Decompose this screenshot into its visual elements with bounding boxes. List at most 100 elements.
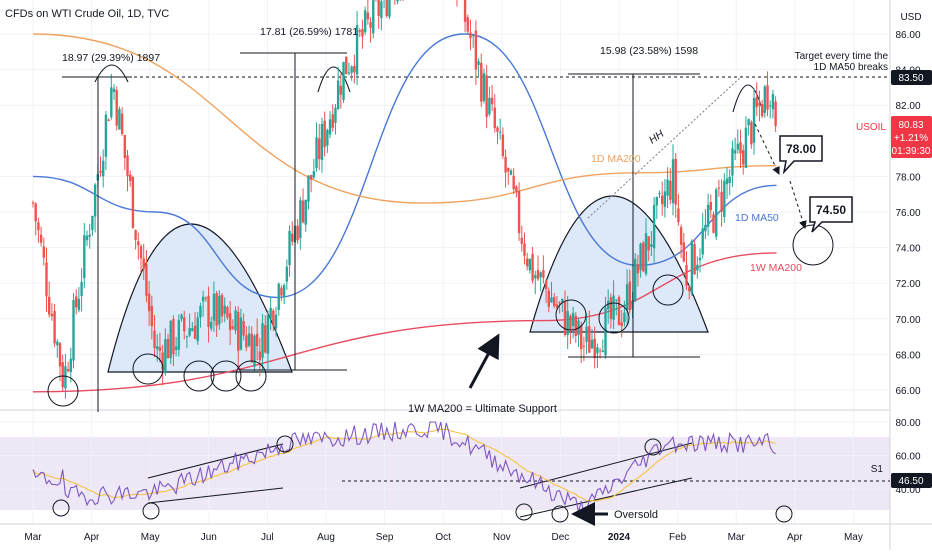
- candle-body: [588, 326, 591, 353]
- peak-arc-2: [317, 66, 351, 93]
- candle-body: [682, 242, 686, 262]
- price-tick: 82.00: [895, 101, 920, 112]
- candle-body: [309, 175, 313, 180]
- candle-body: [528, 258, 532, 271]
- candle-body: [37, 222, 40, 231]
- currency-label[interactable]: USD: [900, 12, 921, 23]
- candle-body: [480, 62, 483, 102]
- candle-body: [196, 317, 199, 342]
- candle-body: [123, 134, 127, 158]
- candle-body: [623, 312, 626, 323]
- time-tick: 2024: [608, 532, 631, 543]
- candle-body: [223, 305, 226, 314]
- ma-line: [32, 252, 777, 393]
- candle-body: [615, 299, 618, 301]
- candle-body: [220, 295, 224, 317]
- candle-body: [566, 311, 569, 335]
- time-tick: Nov: [493, 532, 511, 543]
- candle-body: [228, 313, 232, 331]
- candle-body: [377, 0, 380, 16]
- candle-body: [174, 346, 178, 350]
- candle-body: [498, 131, 502, 133]
- rsi-tick: 40.00: [895, 485, 920, 496]
- candle-body: [604, 307, 607, 356]
- candle-body: [760, 104, 764, 117]
- time-tick: Apr: [787, 532, 803, 543]
- time-axis: Mar Apr May Jun Jul Aug Sep Oct Nov Dec 2024 Feb Mar…: [24, 532, 862, 543]
- candle-body: [77, 298, 81, 311]
- candle-body: [582, 345, 586, 347]
- target-745-text: 74.50: [816, 203, 846, 217]
- time-tick: May: [141, 532, 160, 543]
- candle-body: [744, 127, 748, 168]
- candle-body: [696, 264, 699, 271]
- target-callout-745: 74.50: [809, 196, 853, 233]
- candle-body: [188, 328, 191, 336]
- candle-body: [99, 170, 102, 173]
- candle-body: [215, 293, 218, 326]
- rsi-channel-upper-1: [147, 443, 284, 479]
- candle-body: [331, 114, 334, 128]
- candle-body: [212, 293, 216, 321]
- candle-body: [45, 262, 48, 297]
- rsi-level-tag: 46.50: [891, 473, 932, 488]
- candle-body: [766, 85, 769, 110]
- time-tick: Dec: [552, 532, 570, 543]
- target-note-2: 1D MA50 breaks: [814, 62, 888, 73]
- candle-body: [612, 295, 615, 320]
- candle-body: [177, 319, 181, 350]
- rsi-tick: 60.00: [895, 452, 920, 463]
- oversold-label: Oversold: [614, 509, 658, 521]
- candle-body: [347, 72, 351, 74]
- candle-body: [361, 29, 364, 37]
- candle-body: [504, 157, 507, 173]
- chart-title: CFDs on WTI Crude Oil, 1D, TVC: [5, 8, 169, 20]
- price-change: +1.21%: [894, 133, 928, 144]
- candle-body: [720, 191, 723, 212]
- candle-body: [118, 109, 121, 130]
- candle-body: [358, 30, 361, 32]
- candle-body: [66, 369, 70, 372]
- candle-body: [323, 120, 326, 148]
- candle-body: [590, 339, 594, 349]
- level-tag-text: 83.50: [898, 73, 923, 84]
- candle-body: [598, 350, 602, 352]
- candle-body: [501, 134, 505, 157]
- rsi-channel-lower-2: [519, 477, 693, 518]
- candle-body: [353, 65, 356, 73]
- candle-body: [723, 180, 726, 217]
- rsi-lines: [32, 421, 776, 514]
- candle-body: [712, 214, 715, 233]
- candle-body: [131, 177, 135, 228]
- candle-body: [139, 246, 143, 259]
- candle-body: [204, 297, 208, 299]
- candle-body: [601, 350, 604, 353]
- candle-body: [126, 155, 129, 177]
- candle-body: [463, 0, 467, 22]
- candle-body: [763, 86, 767, 113]
- candle-body: [674, 158, 677, 205]
- candle-body: [369, 21, 372, 28]
- candle-body: [247, 333, 251, 346]
- candle-body: [769, 105, 772, 107]
- candle-body: [642, 242, 645, 272]
- candle-body: [318, 138, 321, 160]
- candle-body: [258, 351, 262, 361]
- candle-body: [596, 347, 599, 354]
- time-tick: Mar: [24, 532, 42, 543]
- rsi-line: [32, 421, 776, 514]
- target-78-text: 78.00: [786, 142, 816, 156]
- time-tick: Jun: [201, 532, 217, 543]
- candle-body: [355, 25, 359, 75]
- measure-label-1: 18.97 (29.39%) 1897: [62, 52, 160, 64]
- candle-body: [652, 204, 656, 249]
- candle-body: [690, 240, 694, 294]
- price-tick: 70.00: [895, 315, 920, 326]
- candle-body: [550, 297, 553, 303]
- candle-body: [339, 85, 343, 95]
- candle-body: [733, 150, 737, 154]
- rsi-tick: 80.00: [895, 418, 920, 429]
- candle-body: [561, 298, 564, 303]
- candle-body: [39, 234, 43, 243]
- candle-body: [731, 148, 734, 176]
